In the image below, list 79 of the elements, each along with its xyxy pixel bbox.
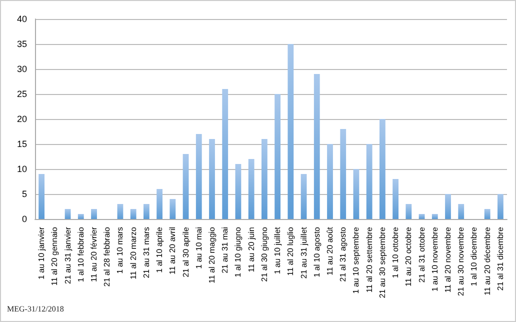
x-tick-label: 21 au 30 novembre <box>456 226 466 296</box>
bar <box>91 209 97 219</box>
bar <box>235 164 242 219</box>
bar <box>497 194 504 219</box>
bar <box>445 194 451 219</box>
y-tick-label: 35 <box>16 39 27 49</box>
x-tick-label: 1 al 10 agosto <box>312 226 322 278</box>
bar <box>288 44 294 219</box>
bar <box>406 204 412 219</box>
x-tick-label: 21 al 31 dicembre <box>496 226 505 291</box>
x-tick-label: 11 au 20 février <box>90 226 98 282</box>
y-tick-label: 20 <box>16 114 27 124</box>
x-tick-label: 1 au 10 juillet <box>273 226 282 274</box>
x-tick-label: 11 au 20 juin <box>246 227 256 272</box>
text: MEG-31/12/2018 <box>7 304 64 314</box>
bar <box>327 144 333 219</box>
x-tick-label: 11 al 20 luglio <box>286 226 296 276</box>
x-tick-label: 11 al 20 settembre <box>364 226 374 293</box>
y-tick-label: 25 <box>16 89 27 99</box>
bar <box>78 214 84 219</box>
x-tick-label: 21 au 30 septembre <box>378 226 387 298</box>
bar <box>261 139 268 219</box>
y-tick-label: 5 <box>22 189 27 199</box>
bar <box>130 209 136 219</box>
bar <box>366 144 372 219</box>
x-tick-label: 11 au 20 décembre <box>482 226 492 296</box>
y-tick-label: 15 <box>16 139 27 149</box>
bar <box>156 189 163 219</box>
x-tick-label: 1 al 10 ottobre <box>391 226 400 278</box>
x-tick-label: 21 al 31 ottobre <box>417 226 426 283</box>
bar <box>379 119 386 219</box>
bar <box>209 139 215 219</box>
x-tick-label: 21 al 30 aprile <box>181 226 190 278</box>
y-tick-label: 0 <box>22 214 27 224</box>
x-tick-label: 21 al 31 agosto <box>338 226 348 282</box>
x-tick-label: 1 al 10 febbraio <box>76 226 86 282</box>
bar <box>418 214 425 219</box>
bar <box>340 129 346 219</box>
x-tick-label: 11 au 20 avril <box>168 226 178 274</box>
x-tick-label: 21 au 31 mars <box>142 227 151 278</box>
bar <box>458 204 464 219</box>
x-tick-label: 1 au 10 mai <box>194 226 204 269</box>
bar <box>196 134 202 219</box>
x-tick-label: 21 au 31 janvier <box>63 226 72 284</box>
bar <box>432 214 438 219</box>
y-tick-label: 10 <box>16 164 27 174</box>
bar <box>248 159 254 219</box>
y-tick-label: 30 <box>16 64 27 74</box>
x-tick-label: 1 al 10 dicembre <box>470 226 479 286</box>
bar <box>274 94 281 219</box>
bar <box>353 169 360 219</box>
x-tick-label: 1 au 10 mars <box>116 227 125 274</box>
bar <box>117 204 124 219</box>
bar <box>314 74 320 219</box>
bar <box>392 179 399 219</box>
x-tick-label: 11 al 20 marzo <box>128 226 138 280</box>
bar <box>143 204 150 219</box>
bar <box>300 174 307 219</box>
x-tick-label: 1 au 10 septembre <box>352 226 361 294</box>
x-tick-label: 21 au 31 juillet <box>299 226 308 279</box>
x-tick-label: 1 al 10 giugno <box>234 226 243 278</box>
x-tick-label: 11 al 20 maggio <box>208 226 216 284</box>
x-tick-label: 11 au 20 août <box>326 226 334 276</box>
x-tick-label: 21 au 31 mai <box>220 226 230 274</box>
y-tick-label: 40 <box>16 14 27 24</box>
x-tick-label: 1 au 10 novembre <box>430 226 440 292</box>
bar <box>182 154 189 219</box>
x-tick-label: 11 au 20 octobre <box>404 226 414 286</box>
x-tick-label: 21 al 30 giugno <box>260 226 269 282</box>
bar <box>170 199 176 219</box>
x-tick-label: 1 au 10 janvier <box>37 226 46 280</box>
bar <box>484 209 490 219</box>
x-tick-label: 1 al 10 aprile <box>155 226 164 273</box>
bar <box>64 209 71 219</box>
bar <box>222 89 228 219</box>
bar <box>38 174 45 219</box>
x-tick-label: 21 al 28 febbraio <box>102 226 112 287</box>
x-tick-label: 11 al 20 novembre <box>444 226 452 293</box>
x-tick-label: 11 al 20 gennaio <box>50 226 60 286</box>
